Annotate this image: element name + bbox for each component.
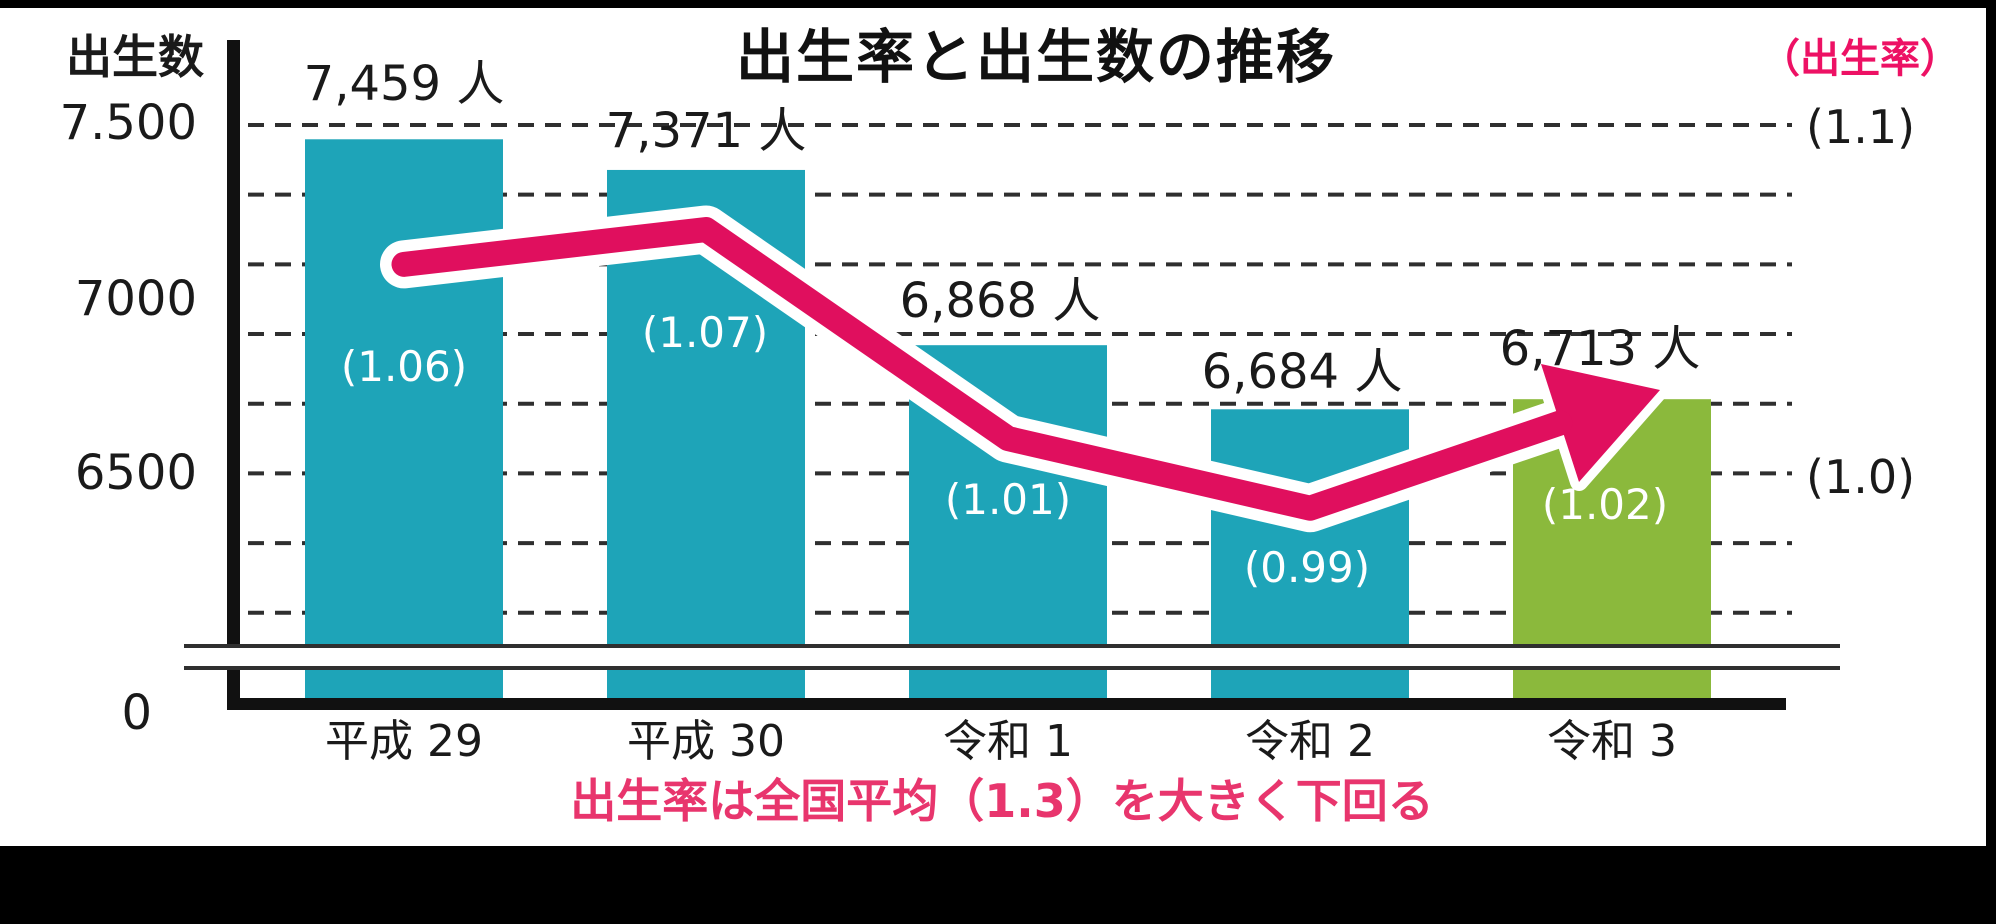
- right-tick-1-0: (1.0): [1806, 450, 1916, 504]
- right-tick-1-1: (1.1): [1806, 100, 1916, 154]
- left-tick-6500: 6500: [74, 445, 197, 501]
- left-tick-7500: 7.500: [59, 95, 197, 151]
- bottom-frame-band: [0, 846, 1996, 924]
- bar-1: [305, 139, 503, 698]
- x-axis-line: [227, 698, 1786, 710]
- category-label-5: 令和 3: [1547, 716, 1677, 767]
- axis-break-line-lower: [184, 666, 1840, 670]
- top-frame-band: [0, 0, 1996, 8]
- category-label-1: 平成 29: [325, 716, 483, 767]
- category-label-3: 令和 1: [943, 716, 1073, 767]
- bar-value-label-3: 6,868 人: [899, 273, 1101, 329]
- right-frame-band: [1986, 0, 1996, 924]
- bar-rate-label-2: (1.07): [641, 308, 769, 357]
- bar-value-label-4: 6,684 人: [1201, 344, 1403, 400]
- axis-break-gap: [184, 648, 1840, 667]
- left-axis-title: 出生数: [66, 30, 204, 84]
- bar-value-label-5: 6,713 人: [1499, 321, 1701, 377]
- chart-footnote: 出生率は全国平均（1.3）を大きく下回る: [570, 774, 1434, 828]
- category-label-2: 平成 30: [627, 716, 785, 767]
- right-axis-title: （出生率）: [1760, 36, 1960, 82]
- left-tick-0: 0: [121, 685, 152, 741]
- bar-rate-label-1: (1.06): [340, 342, 468, 391]
- bar-rate-label-3: (1.01): [944, 475, 1072, 524]
- rate-arrow-shaft: [391, 217, 1573, 521]
- chart-title: 出生率と出生数の推移: [735, 23, 1337, 91]
- bar-rate-label-4: (0.99): [1243, 543, 1371, 592]
- bar-value-label-1: 7,459 人: [303, 56, 505, 112]
- axis-break-line-upper: [184, 644, 1840, 648]
- y-axis-line: [227, 40, 240, 698]
- bar-value-label-2: 7,371 人: [605, 103, 807, 159]
- left-tick-7000: 7000: [74, 271, 197, 327]
- category-label-4: 令和 2: [1245, 716, 1375, 767]
- bar-rate-label-5: (1.02): [1541, 480, 1669, 529]
